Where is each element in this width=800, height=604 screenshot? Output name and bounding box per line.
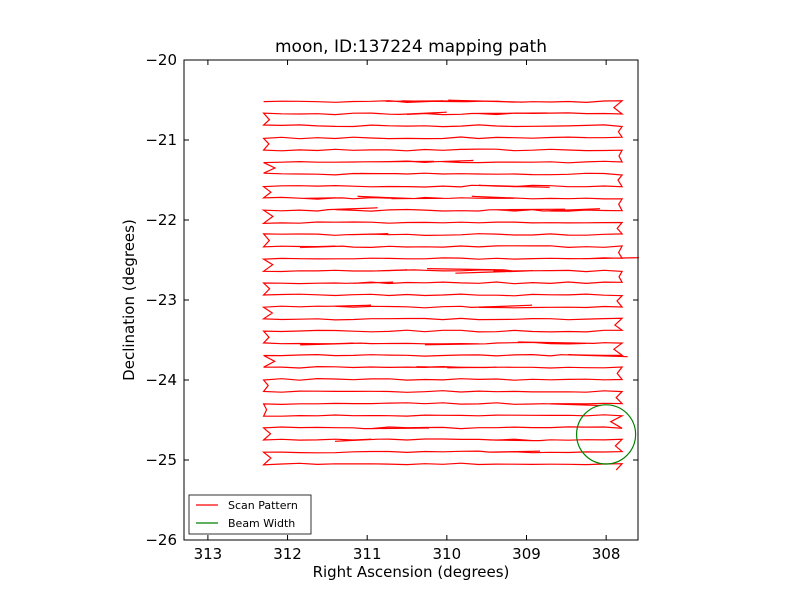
legend-label-beam-width: Beam Width <box>228 517 295 530</box>
legend: Scan Pattern Beam Width <box>188 494 312 535</box>
x-tick-label: 311 <box>353 545 382 563</box>
tick-layer: 313 312 311 310 309 308 −20 −21 −22 −23 −24 −25 −26 <box>145 51 638 563</box>
legend-box <box>188 494 312 535</box>
y-tick-label: −22 <box>145 211 177 229</box>
legend-label-scan-pattern: Scan Pattern <box>228 499 298 512</box>
y-tick-label: −24 <box>145 371 177 389</box>
x-tick-label: 313 <box>194 545 223 563</box>
y-axis-label: Declination (degrees) <box>120 219 138 381</box>
x-tick-label: 309 <box>512 545 541 563</box>
x-tick-label: 312 <box>273 545 302 563</box>
y-tick-label: −25 <box>145 451 177 469</box>
beam-width-circle <box>575 404 637 465</box>
x-tick-label: 308 <box>592 545 621 563</box>
chart-title: moon, ID:137224 mapping path <box>275 37 547 57</box>
y-tick-label: −26 <box>145 531 177 549</box>
y-tick-label: −20 <box>145 51 177 69</box>
y-tick-label: −21 <box>145 131 177 149</box>
y-tick-label: −23 <box>145 291 177 309</box>
scan-pattern-line <box>261 99 639 471</box>
plot-layer <box>261 99 639 471</box>
x-tick-label: 310 <box>433 545 462 563</box>
x-axis-label: Right Ascension (degrees) <box>313 563 510 581</box>
